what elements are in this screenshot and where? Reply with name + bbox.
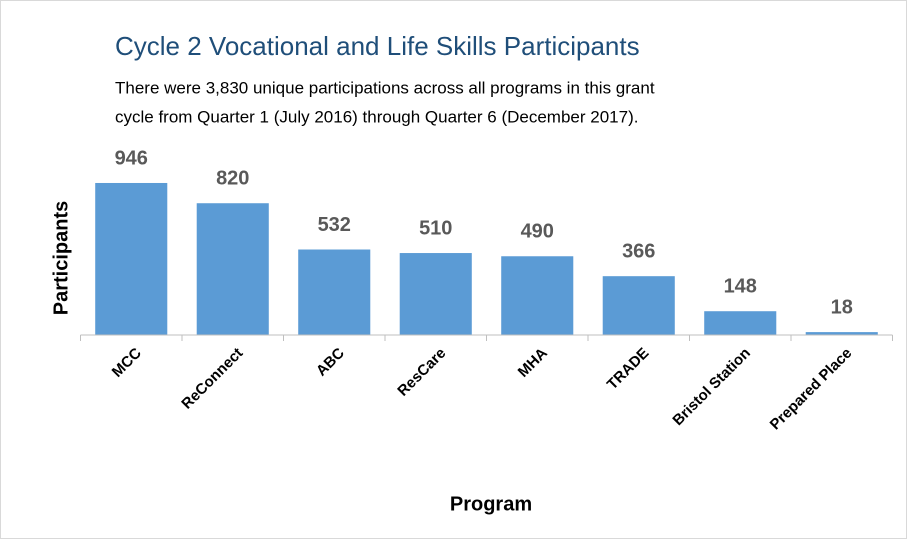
bar (298, 249, 371, 335)
y-axis-title: Participants (50, 201, 72, 315)
bar (805, 332, 878, 335)
value-label: 946 (115, 147, 148, 169)
chart-subtitle: cycle from Quarter 1 (July 2016) through… (115, 107, 638, 126)
value-label: 18 (831, 296, 853, 318)
value-label: 532 (318, 214, 351, 236)
bar (602, 276, 675, 335)
value-label: 510 (419, 217, 452, 239)
value-label: 490 (521, 221, 554, 243)
bar (399, 253, 472, 335)
bar (95, 182, 168, 335)
value-label: 366 (622, 240, 655, 262)
value-label: 820 (216, 168, 249, 190)
value-label: 148 (724, 275, 757, 297)
x-axis-title: Program (450, 493, 532, 515)
bar (501, 256, 574, 335)
bar (196, 203, 269, 335)
chart-subtitle: There were 3,830 unique participations a… (115, 78, 655, 97)
bar (704, 311, 777, 335)
chart-title: Cycle 2 Vocational and Life Skills Parti… (115, 31, 640, 61)
